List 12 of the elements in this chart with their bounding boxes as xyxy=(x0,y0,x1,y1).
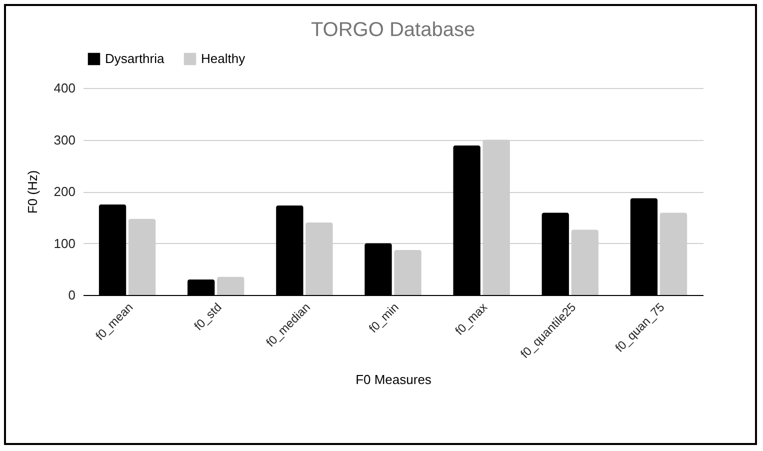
y-axis-title: F0 (Hz) xyxy=(24,170,40,214)
bar xyxy=(394,250,422,295)
y-tick-label: 100 xyxy=(54,236,76,251)
y-tick-label: 0 xyxy=(68,288,76,302)
legend-label: Healthy xyxy=(201,51,246,66)
x-axis-title: F0 Measures xyxy=(356,372,432,388)
y-tick-label: 200 xyxy=(54,184,76,199)
chart-title: TORGO Database xyxy=(310,19,476,41)
legend-label: Dysarthria xyxy=(105,51,166,66)
bar xyxy=(217,276,244,295)
y-tick-label: 300 xyxy=(54,132,76,148)
y-tick-label: 400 xyxy=(54,80,76,96)
